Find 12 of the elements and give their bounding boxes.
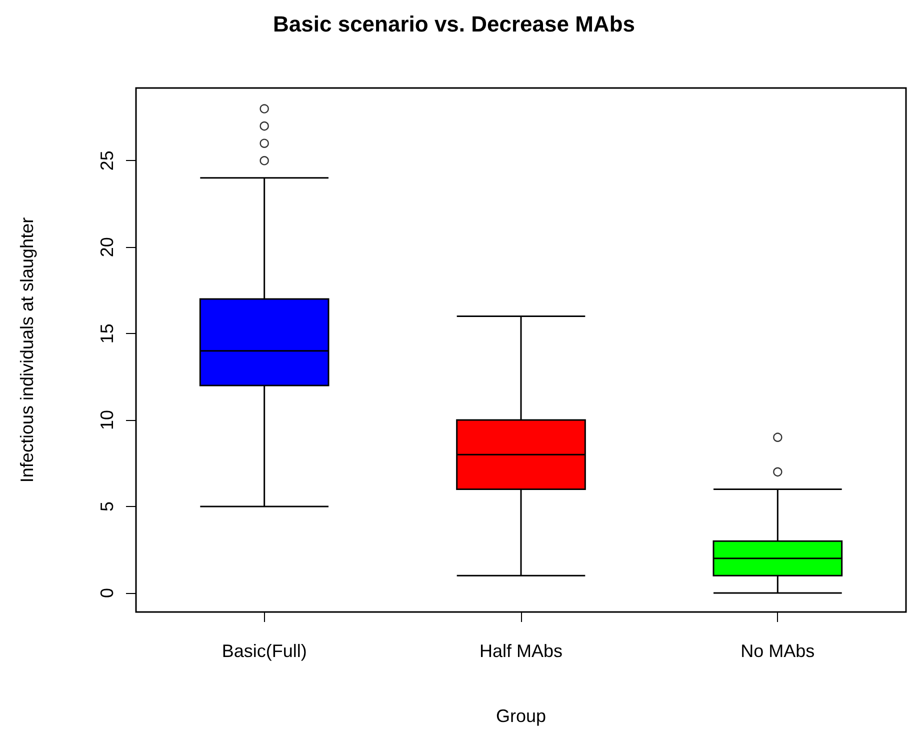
y-tick-label: 15: [97, 324, 117, 344]
y-tick-label: 10: [97, 410, 117, 430]
y-tick-label: 5: [97, 502, 117, 512]
x-axis-title: Group: [496, 706, 546, 726]
x-tick-label: Half MAbs: [479, 641, 563, 661]
y-axis-title: Infectious individuals at slaughter: [17, 217, 37, 483]
y-tick-label: 0: [97, 588, 117, 598]
x-tick-label: Basic(Full): [222, 641, 307, 661]
x-tick-label: No MAbs: [740, 641, 815, 661]
chart-title: Basic scenario vs. Decrease MAbs: [273, 12, 635, 36]
y-tick-label: 20: [97, 237, 117, 258]
y-tick-label: 25: [97, 150, 117, 171]
